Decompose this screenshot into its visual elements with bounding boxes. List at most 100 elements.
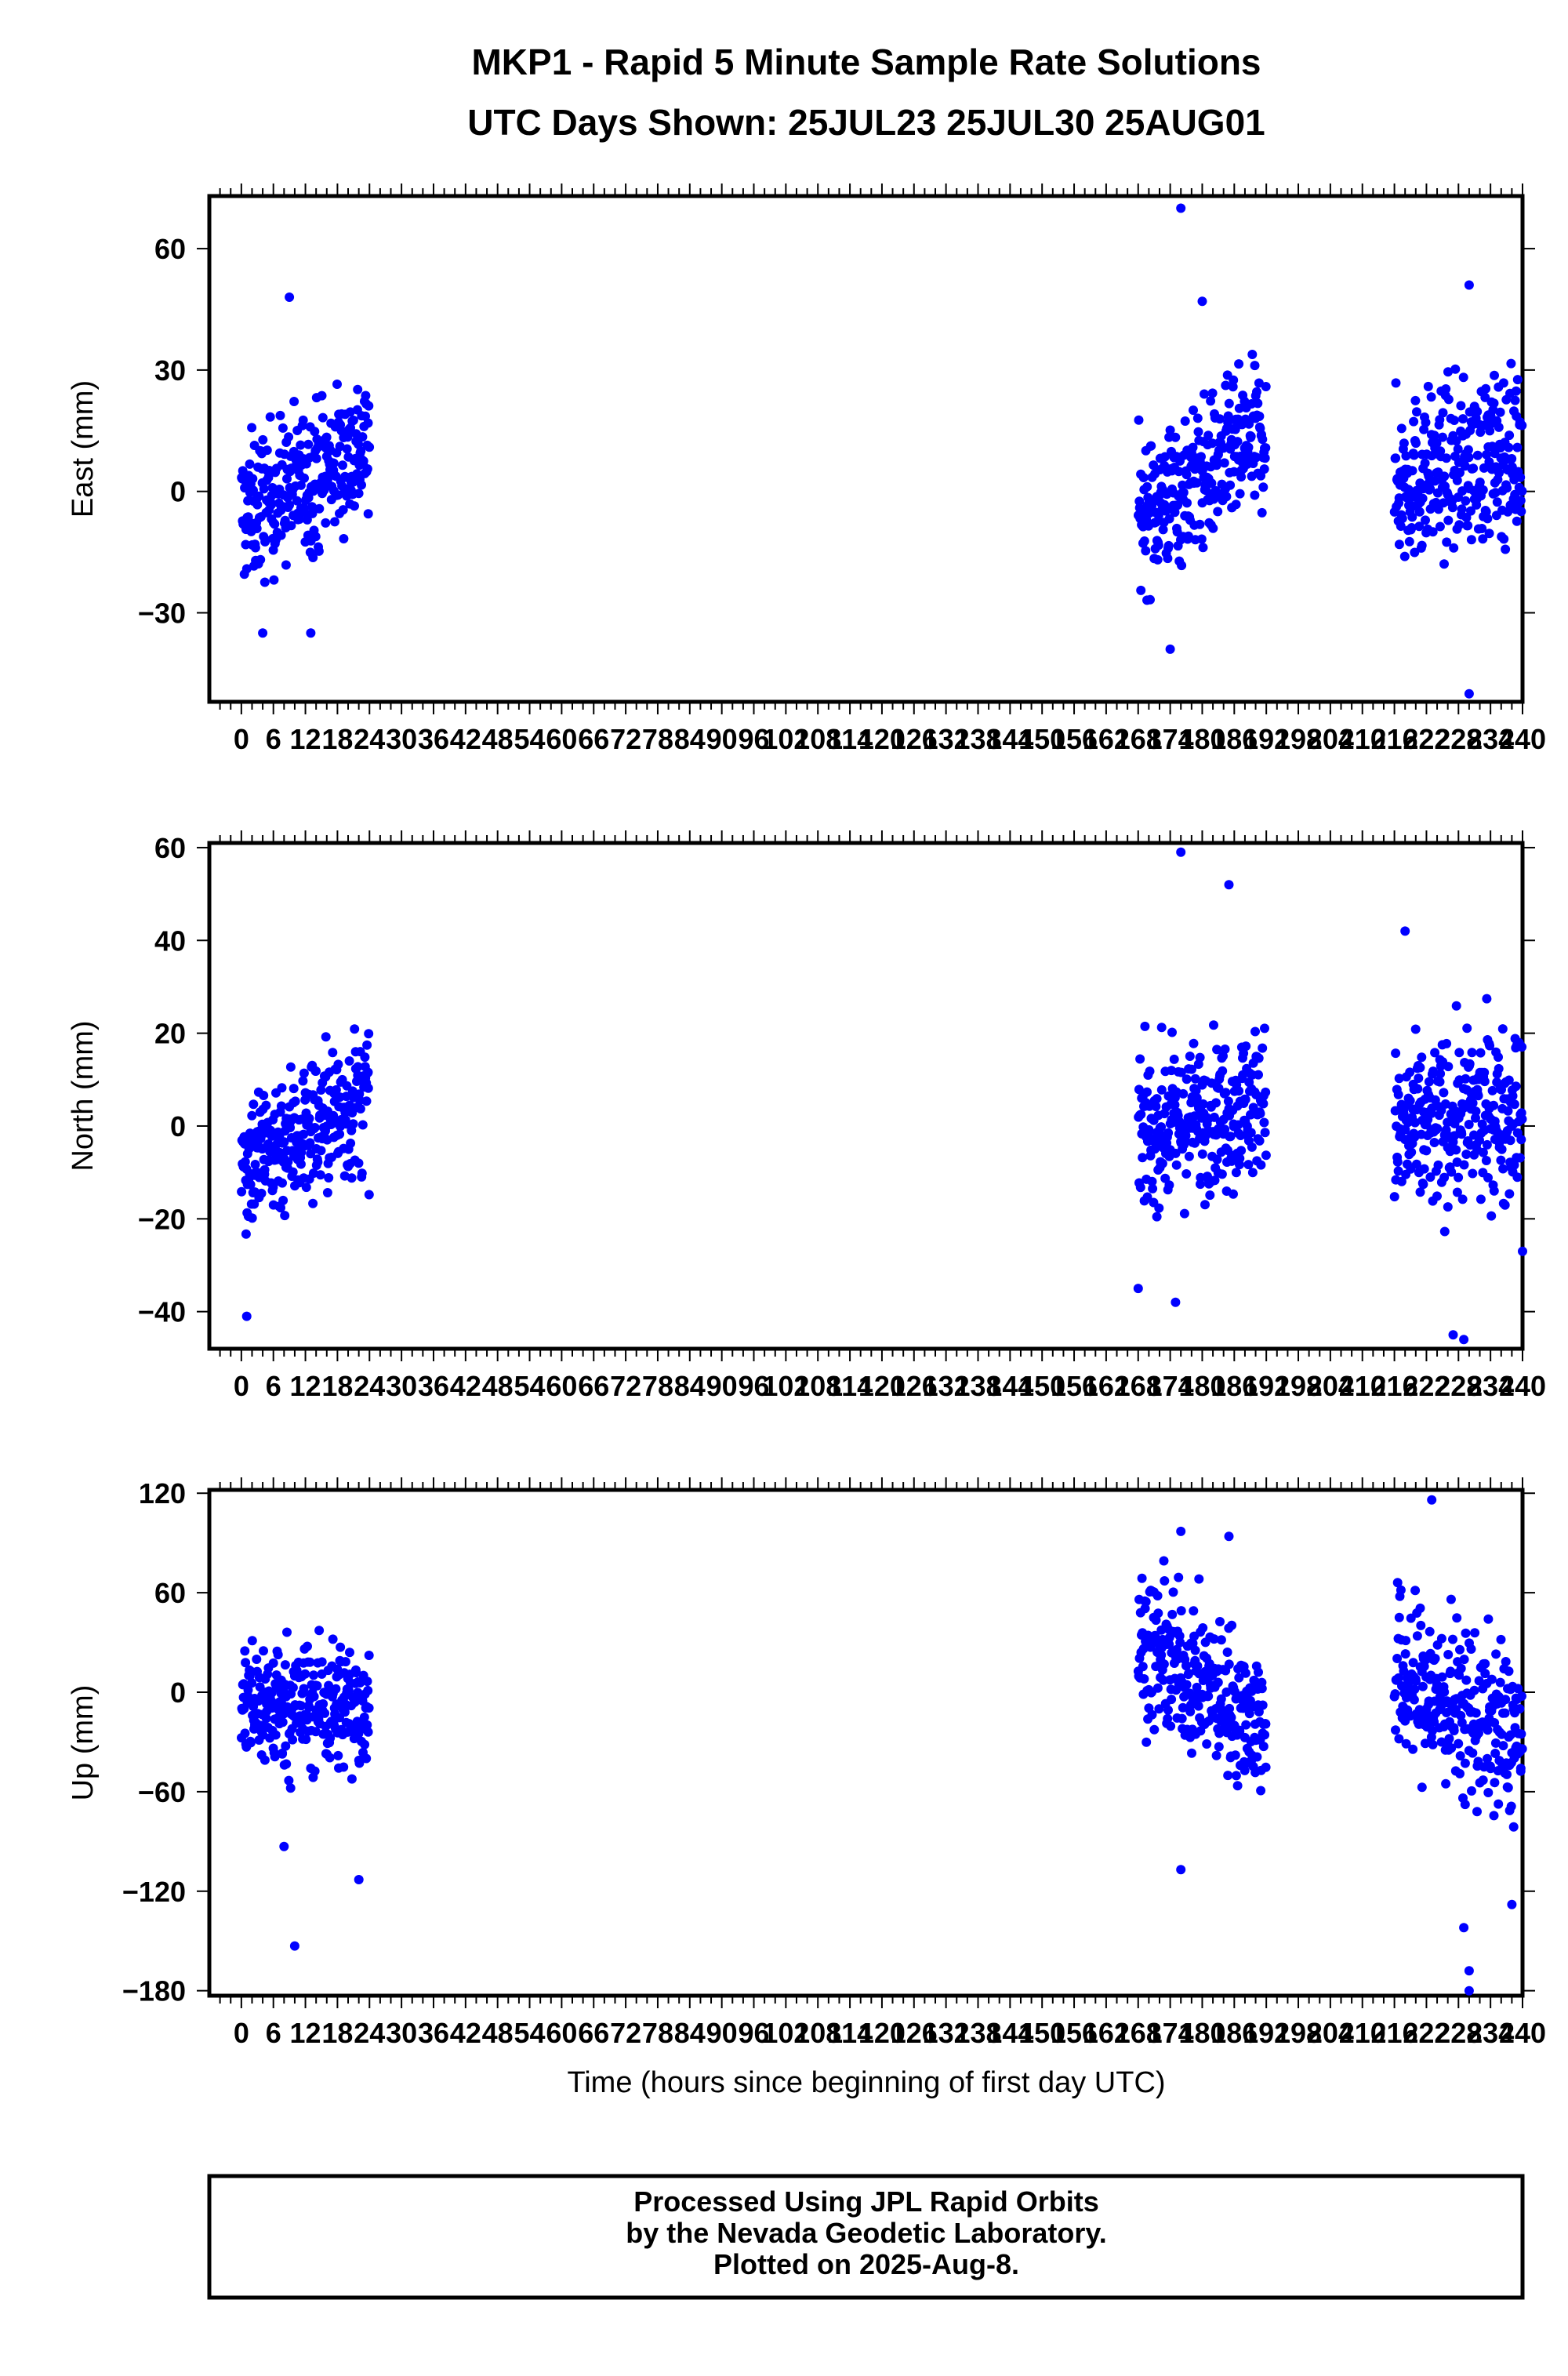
data-point [1451,436,1461,446]
data-point [316,1085,326,1095]
data-point [331,1684,341,1694]
data-point [1501,544,1511,554]
x-tick-label: 102 [762,1370,809,1402]
data-point [1192,413,1203,423]
data-point [363,509,373,519]
data-point [1193,427,1203,437]
data-point [285,1783,296,1793]
data-point [311,1066,321,1076]
data-point [1486,1211,1497,1221]
data-point [356,446,366,456]
data-point [1147,1176,1157,1186]
data-point [1415,1063,1425,1073]
data-point [252,500,263,510]
data-point-outlier [1197,296,1207,307]
data-point [1414,507,1425,517]
data-point [1470,1628,1480,1638]
data-point [1508,1091,1518,1101]
data-point [300,1669,310,1679]
data-point [1189,405,1198,416]
data-point [270,1730,281,1740]
data-point [1191,1085,1201,1095]
data-point [1482,994,1492,1004]
data-point [1156,1122,1167,1132]
x-tick-label: 174 [1147,723,1194,755]
data-point [1461,1074,1471,1084]
data-point [1236,472,1247,482]
data-point [1410,1024,1421,1034]
x-tick-label: 156 [1051,723,1098,755]
data-point [1511,1081,1521,1092]
data-point [298,1076,308,1086]
data-point [1389,1192,1399,1202]
data-point [1213,507,1223,517]
data-point [1466,506,1475,516]
data-point [322,1188,332,1197]
plot-frame [207,194,1525,704]
x-tick-label: 18 [321,1370,353,1402]
data-point [1181,470,1192,480]
data-point [249,1099,259,1110]
data-point [1454,1048,1465,1058]
data-point [355,1678,365,1688]
x-tick-label: 126 [891,1370,938,1402]
data-point [303,439,314,449]
data-point [1254,1135,1265,1146]
data-point [1183,531,1193,541]
data-point [1456,1663,1466,1673]
data-point [1138,1153,1148,1163]
footer-line-2: by the Nevada Geodetic Laboratory. [626,2217,1107,2249]
data-point [1193,1701,1203,1711]
data-point [1135,1054,1145,1064]
data-point [1425,484,1436,494]
data-point [1464,1120,1474,1129]
data-point [1190,1074,1200,1084]
data-point [307,502,317,512]
data-point [1430,476,1440,486]
data-point [1247,350,1258,359]
data-point [244,1144,254,1153]
data-point [1234,403,1244,413]
data-point [1489,1811,1499,1821]
data-point [1234,1086,1244,1096]
scatter-points [237,1495,1527,1996]
data-point [1156,1084,1167,1095]
data-point [1220,1044,1230,1054]
data-point [1224,1659,1234,1669]
data-point [1430,1654,1440,1663]
data-point [289,1084,299,1094]
data-point [1503,1782,1513,1793]
data-point [339,534,349,543]
data-point [1142,481,1152,492]
data-point [1176,1606,1186,1616]
x-tick-label: 210 [1339,2017,1386,2049]
data-point [280,1211,290,1221]
data-point [1154,1203,1164,1213]
data-point [1214,414,1225,424]
data-point [1475,478,1485,487]
x-tick-label: 162 [1083,2017,1130,2049]
x-tick-label: 60 [546,1370,577,1402]
data-point [1411,1159,1421,1169]
x-tick-label: 168 [1115,1370,1162,1402]
x-tick-label: 114 [827,723,873,755]
data-point [1432,1124,1443,1134]
data-point [1437,1672,1447,1682]
data-point [1483,1725,1493,1735]
x-tick-label: 24 [354,1370,385,1402]
data-point [345,1648,354,1658]
data-point [346,1139,356,1148]
chart-title-line2: UTC Days Shown: 25JUL23 25JUL30 25AUG01 [467,102,1265,143]
data-point [1182,498,1192,508]
x-tick-label: 216 [1371,1370,1418,1402]
x-tick-label: 144 [986,2017,1033,2049]
data-point [281,1741,291,1751]
data-point [1391,453,1401,463]
data-point [1145,1066,1155,1077]
data-point [1174,1572,1184,1582]
x-tick-label: 120 [858,723,906,755]
data-point [362,1677,372,1687]
data-point-outlier [1459,1335,1469,1345]
data-point [1200,1200,1210,1210]
data-point [1410,1684,1420,1695]
